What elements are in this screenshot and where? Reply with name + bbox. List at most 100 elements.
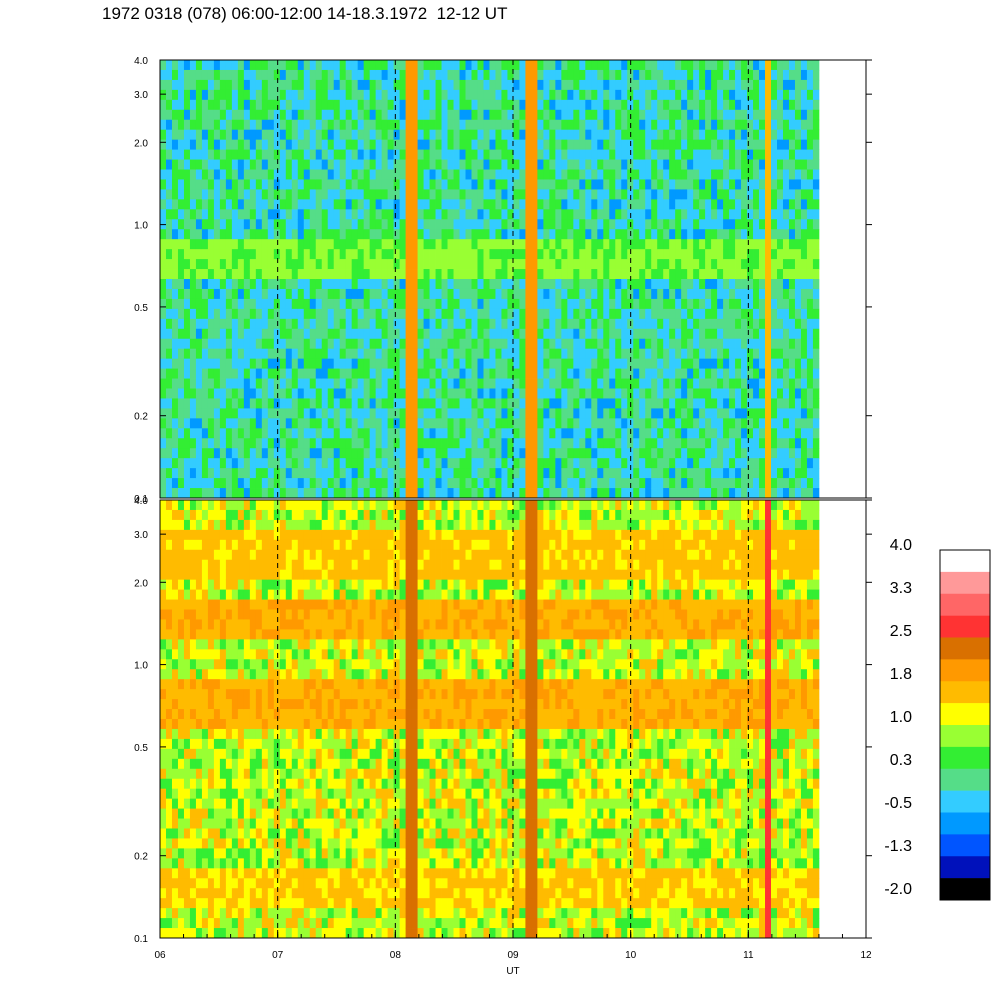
- heatmap-cell: [465, 279, 472, 290]
- heatmap-cell: [255, 438, 263, 449]
- heatmap-cell: [441, 448, 448, 459]
- heatmap-cell: [579, 408, 586, 419]
- heatmap-cell: [225, 269, 233, 280]
- heatmap-cell: [160, 699, 167, 710]
- heatmap-cell: [806, 269, 814, 280]
- heatmap-cell: [471, 388, 478, 399]
- heatmap-cell: [441, 189, 448, 200]
- heatmap-cell: [747, 179, 754, 190]
- heatmap-cell: [777, 368, 784, 379]
- heatmap-cell: [477, 298, 484, 310]
- heatmap-cell: [399, 308, 406, 320]
- heatmap-cell: [261, 438, 269, 449]
- heatmap-cell: [537, 149, 544, 160]
- heatmap-cell: [417, 378, 424, 389]
- heatmap-cell: [309, 488, 317, 499]
- heatmap-cell: [627, 179, 634, 190]
- heatmap-cell: [735, 69, 742, 81]
- heatmap-cell: [573, 79, 580, 91]
- heatmap-cell: [171, 209, 179, 220]
- heatmap-cell: [387, 388, 395, 399]
- heatmap-cell: [303, 119, 311, 131]
- heatmap-cell: [782, 308, 790, 320]
- heatmap-cell: [657, 79, 664, 91]
- heatmap-cell: [573, 478, 580, 489]
- heatmap-cell: [788, 398, 796, 409]
- heatmap-cell: [195, 279, 203, 290]
- heatmap-cell: [741, 209, 748, 220]
- heatmap-cell: [375, 169, 383, 180]
- heatmap-cell: [555, 398, 562, 409]
- heatmap-cell: [513, 79, 520, 91]
- heatmap-cell: [465, 308, 472, 320]
- heatmap-cell: [597, 279, 604, 290]
- heatmap-cell: [189, 308, 197, 320]
- heatmap-cell: [603, 448, 610, 459]
- heatmap-cell: [399, 99, 406, 111]
- heatmap-cell: [381, 99, 389, 111]
- heatmap-cell: [759, 209, 766, 220]
- heatmap-cell: [711, 279, 718, 290]
- heatmap-cell: [759, 478, 766, 489]
- heatmap-cell: [405, 348, 412, 360]
- heatmap-cell: [447, 298, 454, 310]
- heatmap-cell: [777, 308, 784, 320]
- heatmap-cell: [555, 318, 562, 330]
- heatmap-cell: [723, 229, 730, 240]
- heatmap-cell: [291, 388, 299, 399]
- heatmap-cell: [771, 418, 778, 429]
- heatmap-cell: [621, 249, 628, 260]
- heatmap-cell: [267, 488, 275, 499]
- heatmap-cell: [183, 368, 191, 379]
- heatmap-cell: [267, 408, 275, 419]
- heatmap-cell: [794, 79, 802, 91]
- heatmap-cell: [800, 99, 808, 111]
- heatmap-cell: [177, 189, 185, 200]
- heatmap-cell: [201, 398, 209, 409]
- heatmap-cell: [561, 99, 568, 111]
- heatmap-cell: [429, 328, 436, 340]
- heatmap-cell: [675, 279, 682, 290]
- heatmap-cell: [471, 318, 478, 330]
- heatmap-cell: [429, 109, 436, 121]
- heatmap-cell: [243, 129, 251, 141]
- heatmap-cell: [219, 239, 227, 250]
- heatmap-cell: [501, 239, 508, 250]
- heatmap-cell: [800, 468, 808, 479]
- heatmap-cell: [363, 388, 371, 399]
- heatmap-cell: [513, 219, 520, 230]
- heatmap-cell: [471, 428, 478, 439]
- heatmap-cell: [459, 79, 466, 91]
- heatmap-cell: [717, 328, 724, 340]
- heatmap-cell: [447, 159, 454, 170]
- heatmap-cell: [765, 318, 772, 330]
- heatmap-cell: [429, 119, 436, 131]
- heatmap-cell: [788, 60, 796, 71]
- heatmap-cell: [357, 468, 365, 479]
- heatmap-cell: [621, 169, 628, 180]
- heatmap-cell: [531, 129, 538, 141]
- heatmap-cell: [333, 318, 341, 330]
- heatmap-cell: [189, 249, 197, 260]
- heatmap-cell: [339, 448, 347, 459]
- heatmap-cell: [591, 398, 598, 409]
- heatmap-cell: [705, 298, 712, 310]
- heatmap-cell: [681, 418, 688, 429]
- heatmap-cell: [669, 378, 676, 389]
- heatmap-cell: [765, 368, 772, 379]
- heatmap-cell: [794, 159, 802, 170]
- heatmap-cell: [657, 448, 664, 459]
- heatmap-cell: [663, 298, 670, 310]
- heatmap-cell: [201, 348, 209, 360]
- heatmap-cell: [513, 179, 520, 190]
- heatmap-cell: [279, 179, 287, 190]
- heatmap-cell: [561, 288, 568, 300]
- heatmap-cell: [735, 458, 742, 469]
- heatmap-cell: [471, 219, 478, 230]
- heatmap-cell: [591, 368, 598, 379]
- heatmap-cell: [717, 269, 724, 280]
- heatmap-cell: [411, 468, 418, 479]
- heatmap-cell: [759, 448, 766, 459]
- heatmap-cell: [555, 169, 562, 180]
- heatmap-cell: [747, 259, 754, 270]
